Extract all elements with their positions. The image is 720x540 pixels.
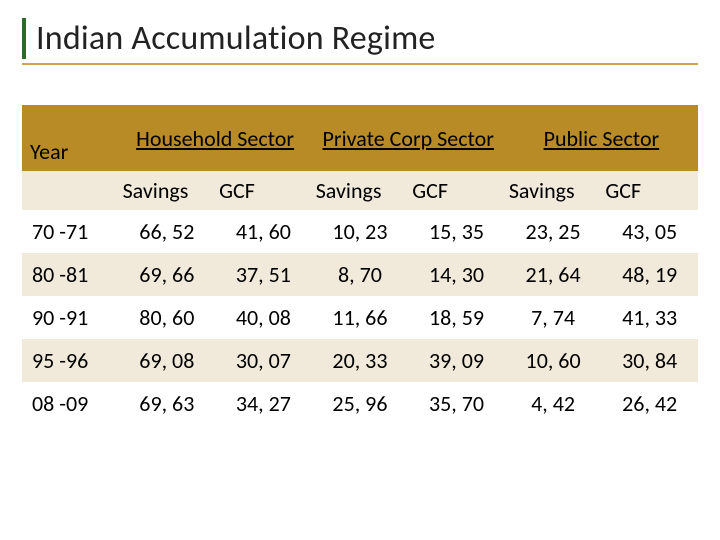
header-row-groups: Year Household Sector Private Corp Secto… (22, 105, 698, 171)
cell-value: 23, 25 (505, 210, 602, 253)
cell-value: 10, 60 (505, 339, 602, 382)
cell-value: 69, 63 (119, 382, 216, 425)
cell-value: 34, 27 (215, 382, 312, 425)
cell-value: 41, 60 (215, 210, 312, 253)
cell-value: 69, 66 (119, 253, 216, 296)
cell-year: 70 -71 (22, 210, 119, 253)
cell-value: 30, 07 (215, 339, 312, 382)
cell-value: 43, 05 (601, 210, 698, 253)
col-group-household: Household Sector (119, 105, 312, 171)
cell-value: 69, 08 (119, 339, 216, 382)
cell-year: 95 -96 (22, 339, 119, 382)
cell-value: 39, 09 (408, 339, 505, 382)
subcol-label: GCF (215, 171, 312, 210)
cell-year: 90 -91 (22, 296, 119, 339)
subcol-label: GCF (408, 171, 505, 210)
cell-value: 25, 96 (312, 382, 409, 425)
subcol-label: Savings (119, 171, 216, 210)
col-group-private: Private Corp Sector (312, 105, 505, 171)
page-title: Indian Accumulation Regime (36, 18, 698, 59)
cell-value: 30, 84 (601, 339, 698, 382)
cell-year: 80 -81 (22, 253, 119, 296)
subcol-label: Savings (505, 171, 602, 210)
table-row: 95 -96 69, 08 30, 07 20, 33 39, 09 10, 6… (22, 339, 698, 382)
cell-value: 40, 08 (215, 296, 312, 339)
cell-value: 80, 60 (119, 296, 216, 339)
table-row: 70 -71 66, 52 41, 60 10, 23 15, 35 23, 2… (22, 210, 698, 253)
cell-value: 14, 30 (408, 253, 505, 296)
table-row: 08 -09 69, 63 34, 27 25, 96 35, 70 4, 42… (22, 382, 698, 425)
table-row: 90 -91 80, 60 40, 08 11, 66 18, 59 7, 74… (22, 296, 698, 339)
cell-value: 41, 33 (601, 296, 698, 339)
cell-value: 26, 42 (601, 382, 698, 425)
cell-value: 18, 59 (408, 296, 505, 339)
title-underline (22, 63, 698, 65)
cell-year: 08 -09 (22, 382, 119, 425)
header-row-subs: Savings GCF Savings GCF Savings GCF (22, 171, 698, 210)
blank-cell (22, 171, 119, 210)
title-container: Indian Accumulation Regime (22, 18, 698, 59)
cell-value: 10, 23 (312, 210, 409, 253)
subcol-label: GCF (601, 171, 698, 210)
accumulation-table: Year Household Sector Private Corp Secto… (22, 105, 698, 425)
cell-value: 4, 42 (505, 382, 602, 425)
cell-value: 20, 33 (312, 339, 409, 382)
cell-value: 37, 51 (215, 253, 312, 296)
table-row: 80 -81 69, 66 37, 51 8, 70 14, 30 21, 64… (22, 253, 698, 296)
col-group-public: Public Sector (505, 105, 698, 171)
cell-value: 15, 35 (408, 210, 505, 253)
subcol-label: Savings (312, 171, 409, 210)
cell-value: 7, 74 (505, 296, 602, 339)
cell-value: 66, 52 (119, 210, 216, 253)
cell-value: 21, 64 (505, 253, 602, 296)
cell-value: 11, 66 (312, 296, 409, 339)
cell-value: 48, 19 (601, 253, 698, 296)
cell-value: 8, 70 (312, 253, 409, 296)
col-year-header: Year (22, 105, 119, 171)
cell-value: 35, 70 (408, 382, 505, 425)
